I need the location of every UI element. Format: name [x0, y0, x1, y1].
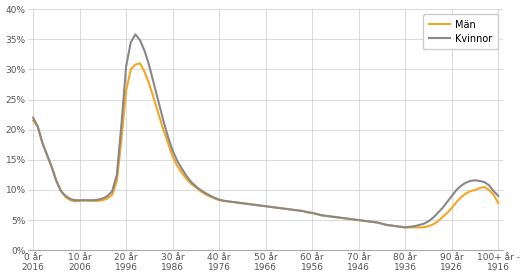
- Kvinnor: [313, 212, 320, 216]
- Kvinnor: [360, 219, 367, 222]
- Kvinnor: [495, 194, 501, 198]
- Män: [151, 98, 157, 101]
- Män: [63, 195, 69, 199]
- Line: Kvinnor: Kvinnor: [33, 34, 498, 227]
- Män: [137, 62, 143, 65]
- Kvinnor: [249, 203, 255, 206]
- Kvinnor: [383, 223, 390, 227]
- Legend: Män, Kvinnor: Män, Kvinnor: [423, 14, 498, 49]
- Män: [249, 203, 255, 206]
- Kvinnor: [402, 226, 408, 229]
- Män: [402, 226, 408, 229]
- Män: [360, 219, 367, 222]
- Män: [383, 223, 390, 227]
- Line: Män: Män: [33, 63, 498, 227]
- Kvinnor: [133, 33, 139, 36]
- Män: [30, 119, 36, 122]
- Kvinnor: [151, 83, 157, 86]
- Män: [495, 202, 501, 205]
- Kvinnor: [63, 194, 69, 198]
- Män: [313, 212, 320, 216]
- Kvinnor: [30, 116, 36, 119]
